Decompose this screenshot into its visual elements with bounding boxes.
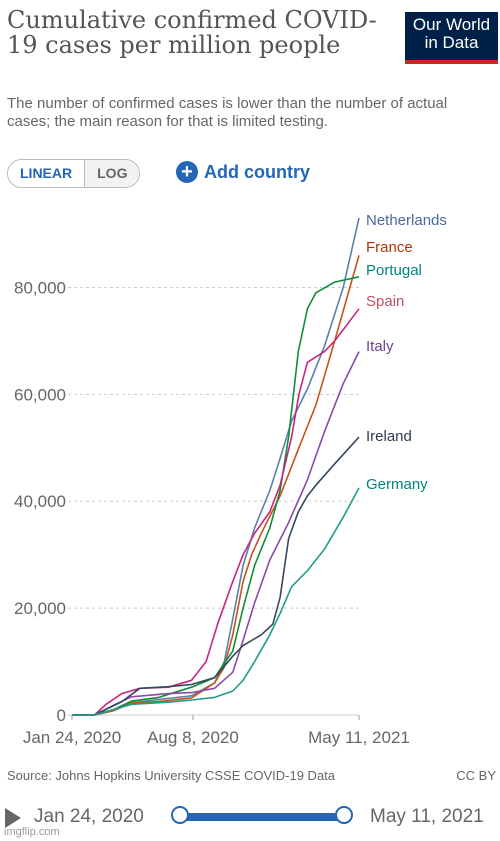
add-country-label: Add country (204, 161, 310, 182)
series-label-portugal[interactable]: Portugal (366, 262, 422, 279)
series-labels: Netherlands France Portugal Spain Italy Irela… (366, 212, 447, 493)
timeline-start-handle[interactable] (171, 806, 189, 824)
series-line-portugal[interactable] (72, 276, 360, 716)
y-tick-label: 80,000 (14, 278, 66, 297)
linear-button[interactable]: LINEAR (8, 160, 86, 187)
axis-ticks: 0 20,000 40,000 60,000 80,000 Jan 24, 2020 Aug… (14, 278, 410, 747)
log-button[interactable]: LOG (85, 160, 140, 187)
timeline-track[interactable] (180, 813, 344, 821)
timeline: Jan 24, 2020 May 11, 2021 (0, 798, 500, 838)
series-label-germany[interactable]: Germany (366, 476, 428, 493)
timeline-start-label: Jan 24, 2020 (34, 806, 144, 827)
line-chart: Netherlands France Portugal Spain Italy Irela… (14, 212, 447, 747)
license-label[interactable]: CC BY (456, 768, 496, 783)
source-note[interactable]: Source: Johns Hopkins University CSSE CO… (7, 768, 336, 783)
x-tick-label: May 11, 2021 (308, 728, 410, 747)
series-line-germany[interactable] (72, 487, 360, 716)
x-tick-label: Jan 24, 2020 (23, 728, 121, 747)
series-line-ireland[interactable] (72, 436, 360, 716)
watermark: imgflip.com (4, 826, 60, 838)
series-label-spain[interactable]: Spain (366, 293, 404, 310)
plus-icon: + (176, 161, 198, 183)
grid (68, 286, 359, 716)
x-tick-label: Aug 8, 2020 (147, 728, 239, 747)
y-tick-label: 40,000 (14, 492, 66, 511)
series-label-italy[interactable]: Italy (366, 338, 394, 355)
chart-subtitle: The number of confirmed cases is lower t… (7, 95, 448, 130)
series-label-netherlands[interactable]: Netherlands (366, 212, 447, 229)
y-tick-label: 20,000 (14, 599, 66, 618)
logo-line-1: Our World (412, 15, 491, 34)
scale-toggle: LINEAR LOG (7, 159, 141, 188)
timeline-end-handle[interactable] (335, 806, 353, 824)
series-line-spain[interactable] (72, 308, 360, 716)
chart-title: Cumulative confirmed COVID-19 cases per … (7, 6, 377, 59)
timeline-end-label: May 11, 2021 (370, 806, 484, 827)
series-lines (72, 217, 360, 716)
add-country-button[interactable]: + Add country (176, 161, 310, 183)
logo-line-2: in Data (424, 33, 479, 52)
series-label-ireland[interactable]: Ireland (366, 428, 412, 445)
y-tick-label: 0 (57, 706, 66, 725)
play-icon[interactable] (5, 808, 21, 828)
owid-logo[interactable]: Our World in Data (405, 12, 498, 64)
y-tick-label: 60,000 (14, 385, 66, 404)
series-label-france[interactable]: France (366, 239, 413, 256)
